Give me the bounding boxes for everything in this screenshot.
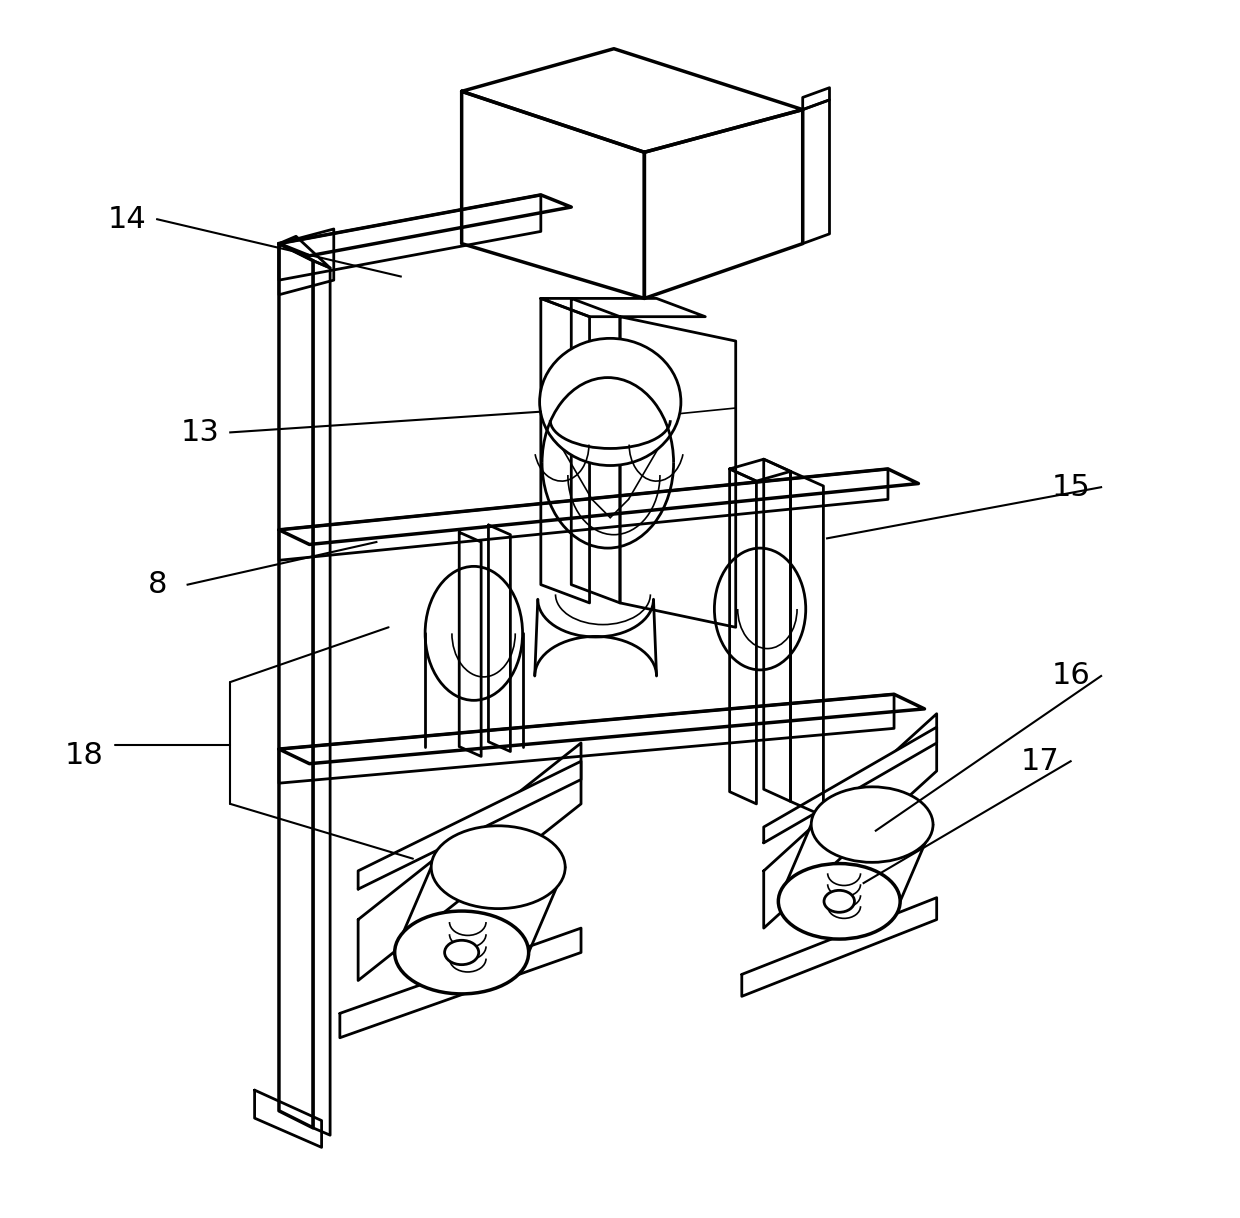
Polygon shape [279,195,572,256]
Polygon shape [340,928,582,1038]
Polygon shape [489,525,511,752]
Text: 15: 15 [1052,473,1090,502]
Text: 13: 13 [180,418,219,447]
Text: 16: 16 [1052,661,1090,691]
Polygon shape [279,195,541,280]
Polygon shape [279,694,925,764]
Text: 14: 14 [108,205,146,234]
Polygon shape [729,469,756,804]
Polygon shape [279,236,330,268]
Polygon shape [254,1090,321,1147]
Polygon shape [459,532,481,756]
Ellipse shape [811,787,932,862]
Polygon shape [279,469,888,560]
Ellipse shape [432,826,565,909]
Polygon shape [764,727,936,843]
Text: 18: 18 [64,741,103,770]
Polygon shape [358,743,582,980]
Polygon shape [541,298,706,317]
Polygon shape [279,694,894,783]
Polygon shape [541,298,589,603]
Polygon shape [572,298,620,603]
Polygon shape [312,261,330,1135]
Ellipse shape [539,339,681,465]
Polygon shape [645,110,802,298]
Polygon shape [802,100,830,244]
Ellipse shape [779,864,900,939]
Polygon shape [461,49,802,152]
Ellipse shape [445,940,479,965]
Polygon shape [742,898,936,996]
Polygon shape [279,244,312,1128]
Polygon shape [358,761,582,889]
Polygon shape [791,471,823,816]
Polygon shape [802,88,830,110]
Polygon shape [620,317,735,627]
Ellipse shape [825,890,854,912]
Polygon shape [729,459,791,481]
Polygon shape [279,469,919,544]
Polygon shape [461,91,645,298]
Polygon shape [279,229,334,295]
Text: 17: 17 [1021,747,1060,776]
Text: 8: 8 [148,570,167,599]
Ellipse shape [394,911,528,994]
Polygon shape [764,459,791,801]
Polygon shape [764,714,936,928]
